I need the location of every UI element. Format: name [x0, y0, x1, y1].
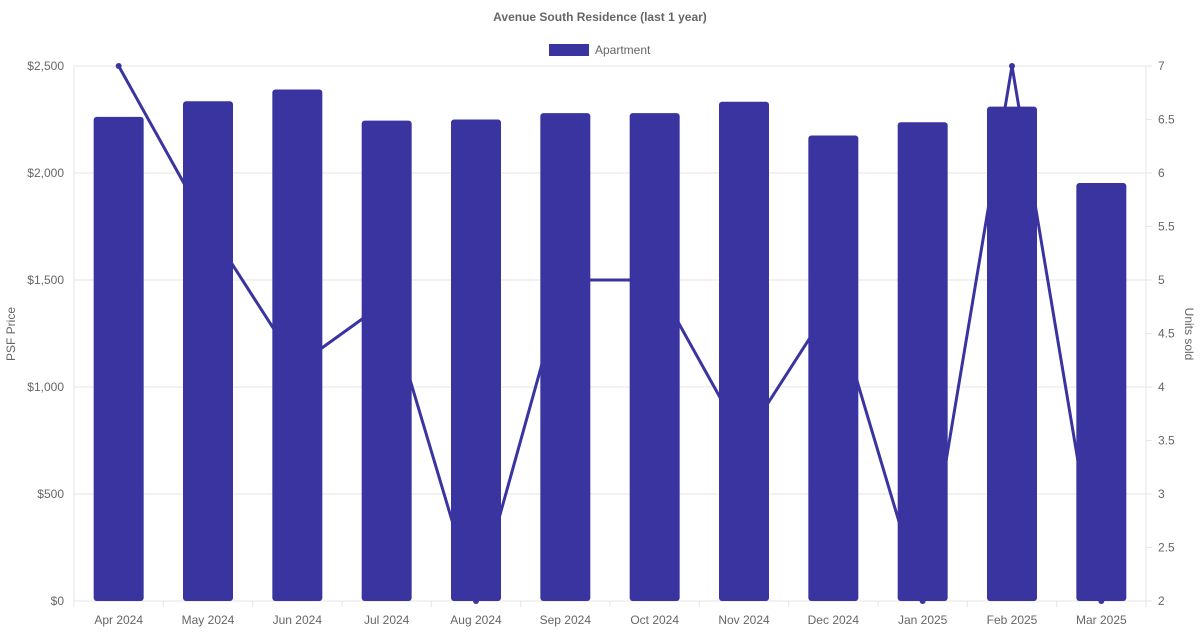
- y2-tick-label: 7: [1158, 59, 1165, 73]
- units-sold-line: [117, 64, 1103, 603]
- line-point: [919, 598, 926, 604]
- x-tick-label: Dec 2024: [808, 613, 860, 627]
- y2-tick-label: 4.5: [1158, 327, 1175, 341]
- bar: [451, 119, 501, 601]
- line-point: [1098, 598, 1105, 604]
- x-tick-label: Jun 2024: [273, 613, 323, 627]
- y2-tick-label: 5: [1158, 273, 1165, 287]
- bar: [987, 106, 1037, 601]
- bar: [183, 101, 233, 601]
- y2-tick-label: 5.5: [1158, 220, 1175, 234]
- line-point: [830, 298, 837, 305]
- axes: $0 $500 $1,000 $1,500 $2,000 $2,500 2 2.5 3 3.5 4 4…: [27, 59, 1175, 627]
- line-series: [115, 63, 1105, 604]
- bar: [719, 101, 769, 601]
- line-point: [562, 277, 569, 283]
- line-point: [383, 298, 390, 305]
- y-tick-label: $2,500: [27, 59, 64, 73]
- legend-label-apartment: Apartment: [595, 43, 651, 57]
- x-tick-label: Apr 2024: [94, 613, 143, 627]
- bar: [93, 116, 144, 601]
- x-tick-label: Nov 2024: [718, 613, 770, 627]
- y2-tick-label: 6.5: [1158, 113, 1175, 127]
- legend[interactable]: Apartment: [549, 43, 651, 57]
- y2-tick-label: 6: [1158, 166, 1165, 180]
- bar: [629, 113, 680, 601]
- y-tick-label: $1,000: [27, 380, 64, 394]
- y-tick-label: $500: [37, 487, 64, 501]
- x-tick-label: Jul 2024: [364, 613, 410, 627]
- line-point: [205, 223, 211, 230]
- y2-axis-label: Units sold: [1182, 308, 1196, 361]
- x-tick-label: Feb 2025: [987, 613, 1038, 627]
- bar-series: [93, 89, 1127, 602]
- y-tick-label: $1,500: [27, 273, 64, 287]
- x-tick-label: Aug 2024: [450, 613, 502, 627]
- bar: [808, 135, 859, 602]
- x-tick-label: Mar 2025: [1076, 613, 1127, 627]
- bar: [1076, 183, 1127, 602]
- line-point: [651, 277, 658, 283]
- bar: [361, 120, 412, 601]
- x-tick-label: Oct 2024: [630, 613, 679, 627]
- x-tick-label: Jan 2025: [898, 613, 948, 627]
- y-axis-label: PSF Price: [4, 307, 18, 361]
- y2-tick-label: 2.5: [1158, 541, 1175, 555]
- x-tick-label: May 2024: [182, 613, 235, 627]
- line-point: [741, 437, 747, 444]
- y2-tick-label: 3: [1158, 487, 1165, 501]
- legend-swatch-apartment: [549, 44, 589, 56]
- bar: [897, 122, 948, 602]
- line-point: [473, 598, 479, 604]
- gridlines: [74, 65, 1146, 602]
- y-tick-label: $0: [51, 594, 65, 608]
- bar: [540, 113, 591, 601]
- y2-tick-label: 4: [1158, 380, 1165, 394]
- line-point: [115, 63, 122, 69]
- line-point: [294, 362, 301, 369]
- y-tick-label: $2,000: [27, 166, 64, 180]
- y2-tick-label: 3.5: [1158, 434, 1175, 448]
- line-point: [1009, 63, 1015, 69]
- y2-tick-label: 2: [1158, 594, 1165, 608]
- chart-title: Avenue South Residence (last 1 year): [493, 10, 707, 24]
- bar: [272, 89, 323, 601]
- x-tick-label: Sep 2024: [540, 613, 592, 627]
